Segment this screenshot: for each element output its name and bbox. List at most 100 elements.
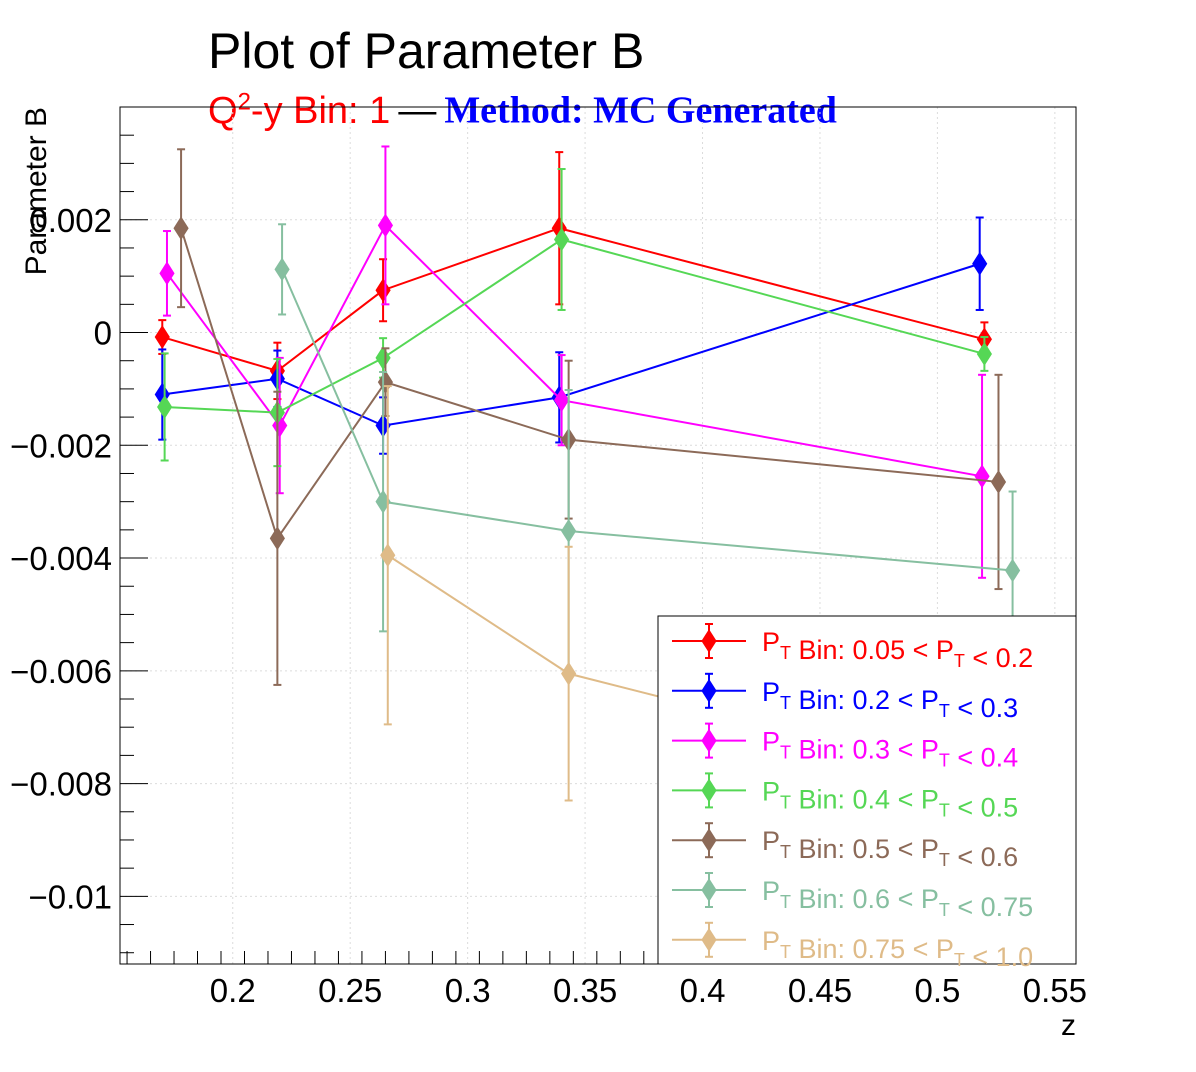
data-point	[972, 251, 988, 276]
legend-entry: PT Bin: 0.05 < PT < 0.2	[672, 623, 1033, 673]
legend-entry: PT Bin: 0.2 < PT < 0.3	[672, 672, 1018, 723]
legend-text: < 0.75	[950, 892, 1033, 922]
legend-text: P	[762, 627, 780, 657]
legend-subscript: T	[780, 892, 791, 912]
legend-text: P	[762, 727, 780, 757]
y-tick-label: 0.002	[29, 202, 112, 239]
legend-label: PT Bin: 0.5 < PT < 0.6	[762, 826, 1018, 872]
legend-label: PT Bin: 0.75 < PT < 1.0	[762, 926, 1033, 972]
legend-text: P	[762, 876, 780, 906]
legend-text: < 0.3	[950, 693, 1018, 723]
legend-entry: PT Bin: 0.4 < PT < 0.5	[672, 772, 1018, 822]
legend-entry: PT Bin: 0.3 < PT < 0.4	[672, 722, 1018, 773]
legend-text: < 0.4	[950, 743, 1018, 773]
legend-subscript: T	[939, 850, 950, 870]
legend-subscript: T	[780, 743, 791, 763]
legend-marker	[701, 878, 717, 902]
series-line	[161, 227, 985, 372]
y-tick-label: −0.002	[10, 427, 112, 464]
data-point	[274, 257, 290, 282]
plot-frame	[119, 106, 1077, 965]
data-point	[974, 464, 990, 489]
legend-subscript: T	[954, 651, 965, 671]
legend-text: Bin: 0.5 < P	[791, 834, 939, 864]
legend-label: PT Bin: 0.6 < PT < 0.75	[762, 876, 1033, 922]
data-point	[561, 519, 577, 543]
y-tick-label: −0.006	[10, 653, 112, 690]
y-axis-label: Parameter B	[20, 107, 53, 275]
y-tick-label: −0.008	[10, 766, 112, 803]
legend-text: < 1.0	[965, 942, 1033, 972]
data-point	[1004, 558, 1021, 583]
legend-subscript: T	[939, 800, 950, 820]
legend-marker	[701, 927, 717, 952]
legend-subscript: T	[939, 900, 950, 920]
legend-text: Bin: 0.3 < P	[791, 735, 939, 765]
subtitle-bin-sup: 2	[237, 88, 251, 115]
x-tick-label: 0.55	[1023, 972, 1087, 1009]
data-point	[159, 261, 175, 286]
x-tick-label: 0.35	[553, 972, 617, 1009]
y-tick-label: −0.01	[29, 878, 113, 915]
legend-marker	[701, 828, 717, 853]
data-point	[377, 370, 394, 395]
x-tick-label: 0.25	[318, 972, 382, 1009]
legend-label: PT Bin: 0.3 < PT < 0.4	[762, 727, 1018, 773]
legend-subscript: T	[780, 693, 791, 713]
legend-subscript: T	[939, 701, 950, 721]
data-point	[173, 216, 189, 241]
legend-text: Bin: 0.75 < P	[791, 934, 954, 964]
legend-entry: PT Bin: 0.5 < PT < 0.6	[672, 822, 1018, 872]
data-point	[553, 227, 570, 252]
legend-text: < 0.6	[950, 842, 1018, 872]
legend-marker	[701, 728, 717, 753]
legend-marker	[701, 629, 717, 653]
legend-text: Bin: 0.4 < P	[791, 784, 939, 814]
legend-marker	[701, 678, 717, 703]
x-tick-label: 0.2	[210, 972, 256, 1009]
legend-entry: PT Bin: 0.6 < PT < 0.75	[672, 872, 1033, 922]
subtitle-bin-prefix: Q	[208, 89, 238, 132]
data-point	[976, 342, 992, 366]
data-point	[561, 661, 577, 686]
series-line	[180, 227, 999, 541]
data-point	[990, 470, 1007, 494]
x-axis-label: z	[1061, 1009, 1076, 1042]
x-tick-label: 0.5	[914, 972, 960, 1009]
legend-text: Bin: 0.05 < P	[791, 635, 954, 665]
subtitle-bin-suffix: -y Bin: 1	[250, 89, 391, 132]
legend-text: < 0.5	[950, 792, 1018, 822]
legend-marker	[701, 778, 717, 803]
subtitle-method: Method: MC Generated	[444, 89, 837, 132]
legend-subscript: T	[954, 950, 965, 970]
legend-subscript: T	[780, 942, 791, 962]
legend-text: Bin: 0.6 < P	[791, 884, 939, 914]
data-point	[380, 543, 396, 568]
legend-label: PT Bin: 0.2 < PT < 0.3	[762, 677, 1018, 723]
legend-subscript: T	[939, 751, 950, 771]
data-point	[377, 213, 394, 238]
subtitle-dash: —	[398, 89, 437, 132]
subtitle-bin: Q2-y Bin: 1	[208, 88, 391, 132]
legend-text: P	[762, 826, 780, 856]
legend-text: P	[762, 776, 780, 806]
x-tick-label: 0.45	[788, 972, 852, 1009]
series-line	[387, 554, 692, 706]
legend-text: Bin: 0.2 < P	[791, 685, 939, 715]
y-tick-label: −0.004	[10, 540, 112, 577]
legend-subscript: T	[780, 643, 791, 663]
legend-text: P	[762, 677, 780, 707]
series-2	[159, 145, 990, 579]
data-point	[157, 395, 173, 419]
y-tick-label: 0	[94, 315, 112, 352]
data-point	[375, 278, 391, 303]
x-tick-label: 0.3	[445, 972, 491, 1009]
series-4	[173, 148, 1007, 686]
series-line	[281, 268, 1013, 572]
series-line	[164, 238, 985, 414]
legend-label: PT Bin: 0.05 < PT < 0.2	[762, 627, 1033, 673]
legend-entry: PT Bin: 0.75 < PT < 1.0	[672, 921, 1033, 972]
data-point	[154, 325, 170, 349]
legend-subscript: T	[780, 842, 791, 862]
